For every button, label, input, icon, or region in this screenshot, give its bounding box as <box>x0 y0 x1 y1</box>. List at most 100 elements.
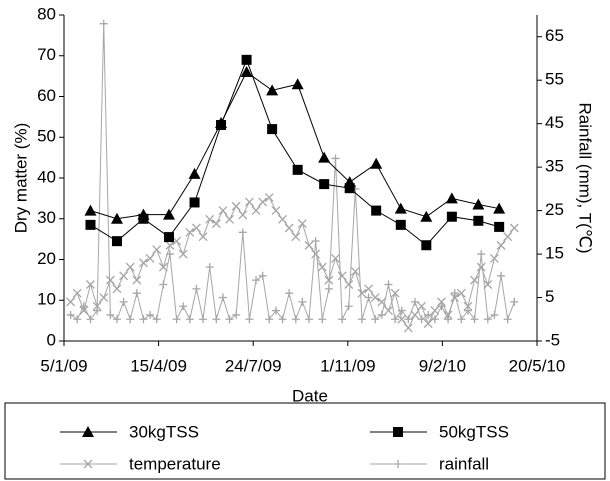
marker-x <box>357 288 367 298</box>
marker-plus <box>404 315 413 324</box>
marker-x <box>191 223 201 233</box>
marker-plus <box>397 306 406 315</box>
marker-plus <box>470 315 479 324</box>
y-tick-label: 0 <box>47 330 56 349</box>
y2-tick-label: 25 <box>545 200 564 219</box>
legend-label: 30kgTSS <box>129 422 199 441</box>
marker-x <box>105 275 115 285</box>
marker-x <box>152 245 162 255</box>
marker-plus <box>377 310 386 319</box>
marker-triangle <box>420 210 433 222</box>
marker-plus <box>119 297 128 306</box>
marker-x <box>225 214 235 224</box>
marker-x <box>205 214 215 224</box>
marker-square <box>344 183 355 194</box>
marker-plus <box>457 315 466 324</box>
marker-x <box>231 201 241 211</box>
marker-x <box>463 301 473 311</box>
marker-plus <box>252 276 261 285</box>
marker-plus <box>318 315 327 324</box>
marker-square <box>371 205 382 216</box>
marker-plus <box>152 315 161 324</box>
marker-x <box>66 297 76 307</box>
marker-square <box>393 427 403 437</box>
marker-x <box>476 262 486 272</box>
x-tick-label: 5/1/09 <box>40 356 87 375</box>
marker-x <box>364 284 374 294</box>
marker-triangle <box>84 204 97 216</box>
legend-label: 50kgTSS <box>439 422 509 441</box>
marker-plus <box>205 263 214 272</box>
marker-x <box>423 319 433 329</box>
marker-x <box>470 275 480 285</box>
marker-square <box>446 211 457 222</box>
marker-x <box>417 301 427 311</box>
marker-square <box>164 232 175 243</box>
x-tick-label: 24/7/09 <box>225 356 282 375</box>
marker-x <box>238 210 248 220</box>
marker-x <box>291 232 301 242</box>
marker-x <box>145 253 155 263</box>
marker-plus <box>324 284 333 293</box>
marker-square <box>85 219 96 230</box>
marker-x <box>384 306 393 316</box>
marker-plus <box>271 306 280 315</box>
marker-plus <box>159 280 168 289</box>
marker-plus <box>73 315 82 324</box>
marker-plus <box>99 19 108 28</box>
marker-square <box>216 120 227 131</box>
marker-plus <box>344 302 353 311</box>
marker-plus <box>371 315 380 324</box>
marker-x <box>258 197 268 207</box>
marker-plus <box>66 310 75 319</box>
marker-x <box>503 232 513 242</box>
marker-plus <box>477 250 486 259</box>
marker-x <box>165 240 175 250</box>
marker-plus <box>146 310 155 319</box>
marker-plus <box>86 315 95 324</box>
marker-plus <box>93 306 102 315</box>
marker-square <box>421 240 432 251</box>
marker-plus <box>384 280 393 289</box>
x-tick-label: 15/4/09 <box>130 356 187 375</box>
marker-plus <box>232 310 241 319</box>
marker-plus <box>192 284 201 293</box>
marker-x <box>311 249 321 259</box>
marker-plus <box>394 460 402 468</box>
y-tick-label: 50 <box>37 127 56 146</box>
marker-square <box>395 219 406 230</box>
marker-x <box>211 219 221 229</box>
marker-plus <box>179 302 188 311</box>
marker-plus <box>278 315 287 324</box>
marker-plus <box>165 250 174 259</box>
marker-plus <box>185 315 194 324</box>
marker-plus <box>417 315 426 324</box>
marker-plus <box>437 302 446 311</box>
series-line <box>90 71 500 220</box>
marker-x <box>370 293 380 302</box>
marker-plus <box>463 306 472 315</box>
y-tick-label: 10 <box>37 290 56 309</box>
marker-plus <box>172 315 181 324</box>
marker-x <box>251 206 261 216</box>
y2-tick-label: 35 <box>545 157 564 176</box>
marker-plus <box>285 289 294 298</box>
marker-square <box>473 215 484 226</box>
marker-x <box>317 262 327 272</box>
marker-plus <box>265 315 274 324</box>
marker-x <box>264 193 274 203</box>
marker-triangle <box>493 202 506 214</box>
marker-x <box>139 258 148 268</box>
marker-plus <box>298 297 307 306</box>
marker-x <box>158 262 168 272</box>
x-axis-label: Date <box>292 386 328 405</box>
marker-plus <box>331 154 340 163</box>
y-tick-label: 30 <box>37 208 56 227</box>
marker-x <box>79 306 89 316</box>
marker-x <box>397 314 407 324</box>
marker-plus <box>238 228 247 237</box>
marker-plus <box>391 315 400 324</box>
marker-plus <box>258 271 267 280</box>
marker-x <box>99 293 109 302</box>
